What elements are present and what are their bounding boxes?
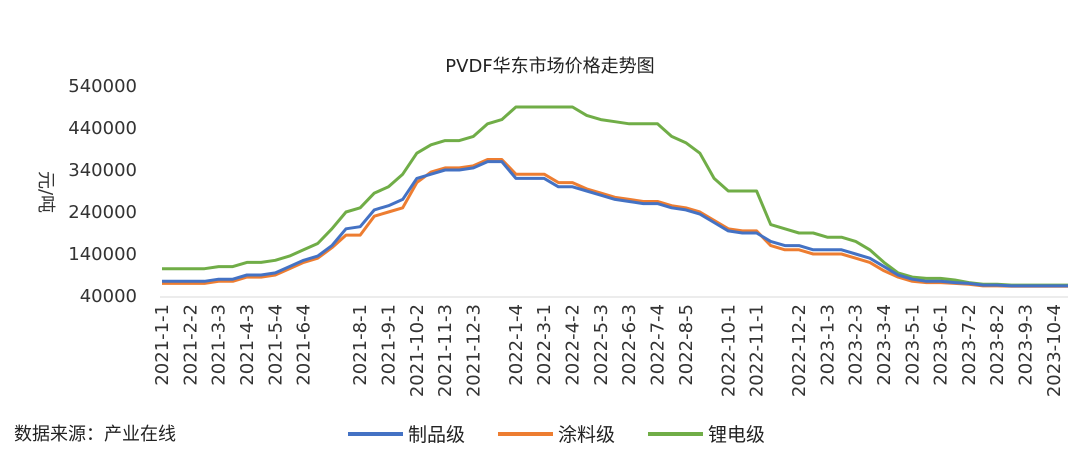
x-tick-label: 2023-3-4 — [874, 304, 895, 386]
x-tick-label: 2021-11-3 — [435, 304, 456, 397]
y-axis-ticks: 40000 140000 240000 340000 440000 540000 — [68, 76, 137, 307]
y-tick-label: 240000 — [68, 202, 137, 223]
x-tick-label: 2023-2-3 — [846, 304, 867, 386]
x-tick-label: 2022-7-4 — [647, 304, 668, 386]
series-line-1 — [162, 158, 1068, 288]
x-tick-label: 2022-1-4 — [506, 304, 527, 386]
x-tick-label: 2021-8-1 — [350, 304, 371, 386]
x-tick-label: 2023-7-2 — [959, 304, 980, 386]
y-tick-label: 340000 — [68, 160, 137, 181]
x-tick-label: 2023-9-3 — [1016, 304, 1037, 386]
source-note: 数据来源：产业在线 — [14, 424, 176, 445]
x-tick-label: 2023-5-1 — [902, 304, 923, 386]
x-tick-label: 2021-12-3 — [463, 304, 484, 397]
x-tick-label: 2023-6-1 — [931, 304, 952, 386]
x-tick-label: 2022-10-1 — [718, 304, 739, 397]
chart-title: PVDF华东市场价格走势图 — [445, 56, 654, 77]
x-tick-label: 2023-8-2 — [987, 304, 1008, 386]
watermark-text: 雪球：我思–故我在 — [800, 429, 987, 454]
y-tick-label: 40000 — [80, 286, 137, 307]
x-tick-label: 2021-3-3 — [209, 304, 230, 386]
x-tick-label: 2022-3-1 — [534, 304, 555, 386]
series-lines — [162, 105, 1068, 288]
x-tick-label: 2021-2-2 — [180, 304, 201, 386]
x-tick-label: 2023-10-4 — [1044, 304, 1065, 397]
y-axis-title: 元/吨 — [35, 171, 56, 213]
x-axis-ticks: 2021-1-1 2021-2-2 2021-3-3 2021-4-3 2021-5-4… — [152, 304, 1065, 397]
x-tick-label: 2022-6-3 — [619, 304, 640, 386]
x-tick-label: 2022-8-5 — [676, 304, 697, 386]
x-tick-label: 2022-4-2 — [563, 304, 584, 386]
x-tick-label: 2022-11-1 — [747, 304, 768, 397]
legend-label-1: 涂料级 — [558, 424, 615, 446]
legend: 制品级 涂料级 锂电级 — [348, 424, 765, 446]
legend-label-2: 锂电级 — [708, 424, 765, 446]
x-tick-label: 2021-1-1 — [152, 304, 173, 386]
series-line-0 — [162, 160, 1068, 288]
x-tick-label: 2023-1-3 — [817, 304, 838, 386]
x-tick-label: 2021-5-4 — [265, 304, 286, 386]
x-tick-label: 2022-5-3 — [591, 304, 612, 386]
x-tick-label: 2021-9-1 — [379, 304, 400, 386]
x-tick-label: 2021-6-4 — [294, 304, 315, 386]
y-axis-label: 元/吨 — [35, 171, 56, 213]
x-tick-label: 2022-12-2 — [789, 304, 810, 397]
snowball-logo-icon — [763, 425, 793, 455]
y-tick-label: 140000 — [68, 244, 137, 265]
y-tick-label: 440000 — [68, 118, 137, 139]
y-tick-label: 540000 — [68, 76, 137, 97]
legend-label-0: 制品级 — [408, 424, 465, 446]
x-tick-label: 2021-4-3 — [237, 304, 258, 386]
watermark: 雪球：我思–故我在 — [763, 425, 987, 455]
x-tick-label: 2021-10-2 — [407, 304, 428, 397]
series-line-2 — [162, 105, 1068, 287]
